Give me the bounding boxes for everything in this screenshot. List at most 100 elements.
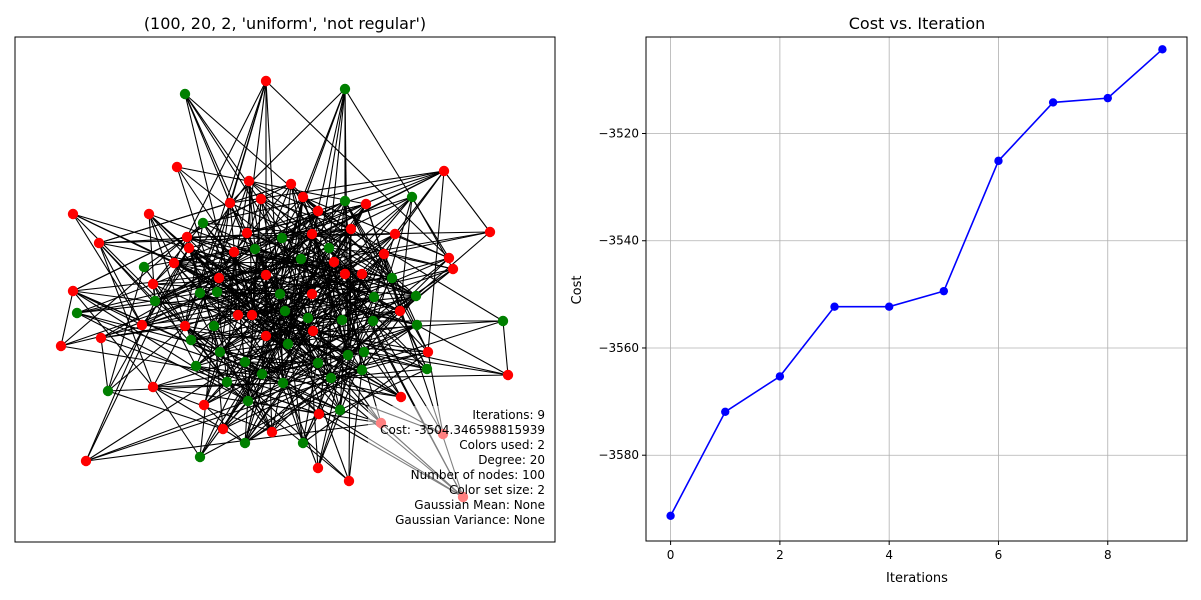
network-edge (72, 290, 249, 402)
network-edge (330, 368, 428, 379)
network-panel: (100, 20, 2, 'uniform', 'not regular') I… (14, 14, 556, 543)
cost-point (994, 156, 1003, 166)
network-node-green (336, 314, 348, 326)
network-edge (347, 228, 352, 356)
network-node-green (279, 305, 291, 317)
network-edge (85, 422, 382, 462)
network-edge (254, 248, 417, 297)
network-edge (383, 231, 491, 255)
network-edge (184, 93, 319, 212)
network-edge (98, 242, 228, 383)
y-tick-label: −3560 (598, 341, 639, 355)
network-edge (312, 273, 363, 332)
network-node-green (208, 320, 220, 332)
network-edge (203, 351, 221, 406)
network-edge (261, 274, 267, 375)
cost-point (775, 372, 785, 381)
network-node-red (260, 330, 272, 342)
network-edge (186, 236, 332, 379)
network-node-red (228, 246, 240, 258)
network-node-red (297, 191, 309, 203)
network-node-green (239, 356, 251, 368)
network-frame (14, 36, 556, 543)
cost-point (666, 511, 675, 520)
network-edge (148, 213, 218, 293)
network-edge (60, 290, 74, 347)
network-edge (184, 325, 289, 345)
network-node-green (71, 307, 83, 319)
y-tick-label: −3540 (598, 234, 639, 248)
network-edge (184, 202, 231, 327)
network-node-red (95, 332, 107, 344)
x-axis-label: Iterations (886, 571, 948, 586)
x-tick-label: 6 (995, 548, 1003, 562)
network-edge (246, 80, 267, 234)
network-node-green (342, 349, 354, 361)
network-node-green (197, 217, 209, 229)
network-node-red (198, 399, 210, 411)
network-edge (184, 222, 204, 327)
network-edge (330, 374, 509, 379)
network-edge (307, 317, 382, 424)
network-edge (76, 312, 284, 384)
y-tick-label: −3520 (598, 127, 639, 141)
network-edge (302, 261, 335, 444)
network-node-red (266, 426, 278, 438)
network-node-red (67, 285, 79, 297)
network-edge (261, 324, 418, 375)
info-gaussian-variance: Gaussian Variance: None (395, 513, 545, 527)
network-node-red (246, 309, 258, 321)
network-edge (287, 88, 346, 345)
network-edge (282, 382, 320, 415)
network-node-green (339, 195, 351, 207)
network-node-green (497, 315, 509, 327)
network-node-red (484, 226, 496, 238)
network-edge (307, 228, 352, 319)
network-edge (107, 390, 224, 430)
network-node-green (214, 346, 226, 358)
network-node-green (274, 288, 286, 300)
network-node-red (306, 228, 318, 240)
network-edge (244, 369, 363, 444)
network-edge (265, 80, 284, 384)
network-node-green (138, 261, 150, 273)
network-node-green (149, 295, 161, 307)
network-edge (427, 170, 445, 353)
network-edge (152, 273, 363, 285)
network-edge (300, 258, 341, 411)
network-edge (363, 310, 401, 353)
info-num-nodes: Number of nodes: 100 (411, 468, 545, 482)
network-node-red (255, 193, 267, 205)
network-node-red (179, 320, 191, 332)
network-edge (226, 381, 320, 415)
network-edge (152, 386, 201, 458)
network-edge (237, 314, 267, 337)
network-node-red (260, 269, 272, 281)
network-edge (302, 442, 350, 482)
grid-lines (646, 37, 1187, 541)
network-edge (226, 381, 273, 433)
cost-chart-frame (645, 36, 1188, 542)
cost-point (939, 286, 949, 296)
network-edge (233, 251, 319, 469)
network-node-green (179, 88, 191, 100)
network-edge (244, 170, 445, 444)
network-node-green (406, 191, 418, 203)
network-node-red (328, 256, 340, 268)
network-edge (333, 261, 382, 424)
network-edge (152, 222, 204, 285)
network-node-green (312, 357, 324, 369)
network-node-red (217, 423, 229, 435)
network-edge (100, 337, 109, 392)
network-node-red (147, 381, 159, 393)
network-edge (248, 180, 256, 250)
network-node-red (312, 205, 324, 217)
network-edge (184, 93, 289, 345)
network-node-green (421, 363, 433, 375)
network-edge (202, 222, 319, 364)
network-edge (237, 233, 396, 316)
network-edge (184, 325, 350, 482)
network-edge (247, 196, 304, 402)
network-node-green (325, 372, 337, 384)
network-node-green (194, 287, 206, 299)
